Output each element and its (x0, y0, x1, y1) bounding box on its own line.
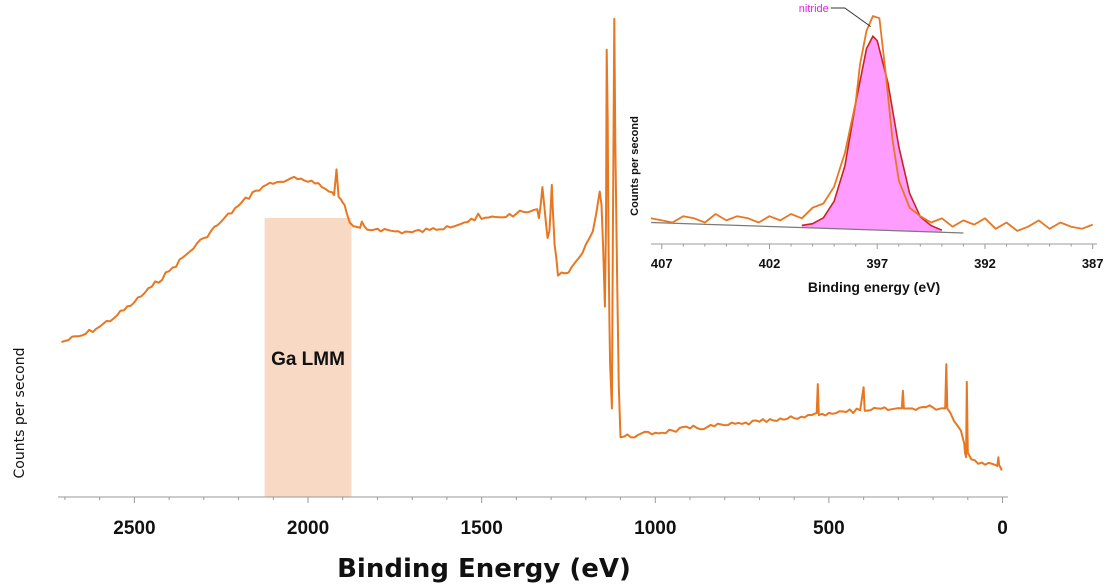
inset-x-axis-label: Binding energy (eV) (808, 279, 940, 295)
inset-x-tick-label: 397 (866, 256, 888, 271)
inset-x-tick-label: 392 (974, 256, 996, 271)
nitride-leader-line (830, 7, 872, 28)
fit-envelope-line (801, 34, 943, 231)
ga-lmm-label: Ga LMM (271, 349, 345, 370)
main-x-tick-label: 2000 (287, 518, 329, 539)
main-x-tick-label: 1500 (461, 518, 503, 539)
ga-lmm-region (264, 218, 352, 497)
survey-spectrum-line (61, 17, 1003, 471)
main-x-tick-label: 1000 (634, 518, 676, 539)
main-y-axis-label: Counts per second (12, 348, 28, 479)
background-line (650, 221, 964, 234)
main-x-ticks: 2500 2000 1500 1000 500 0 (64, 497, 1008, 539)
inset-x-ticks: 407 402 397 392 387 (651, 244, 1104, 271)
inset-y-axis-label: Counts per second (629, 116, 641, 216)
main-x-axis-label: Binding Energy (eV) (337, 554, 631, 584)
inset-x-tick-label: 402 (759, 256, 781, 271)
inset-x-tick-label: 407 (651, 256, 673, 271)
nitride-annotation: nitride (799, 3, 829, 15)
inset-plot: 407 402 397 392 387 Binding energy (eV) Coun… (629, 3, 1104, 295)
main-x-tick-label: 0 (997, 518, 1008, 539)
main-plot: Ga LMM 2500 2000 1500 1000 500 0 Binding Ener… (12, 17, 1008, 584)
raw-n1s-line (650, 15, 1094, 232)
main-x-tick-label: 500 (813, 518, 845, 539)
inset-x-tick-label: 387 (1082, 256, 1104, 271)
main-x-tick-label: 2500 (113, 518, 155, 539)
